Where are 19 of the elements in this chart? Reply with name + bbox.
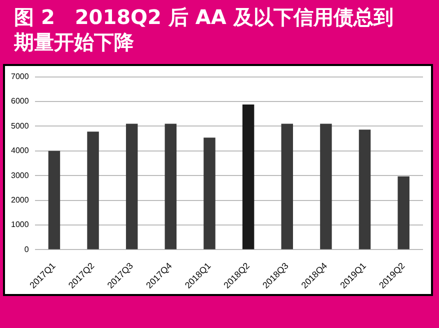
y-tick-label: 1000 <box>11 220 30 230</box>
y-tick-label: 5000 <box>11 121 30 130</box>
y-tick-label: 6000 <box>11 96 30 106</box>
y-tick-label: 0 <box>24 244 30 254</box>
bar <box>164 124 177 250</box>
bar <box>87 132 99 250</box>
bar <box>242 104 254 250</box>
bar <box>398 176 410 250</box>
bar <box>126 124 138 250</box>
bar <box>358 130 371 250</box>
bar <box>281 124 293 250</box>
chart-title: 图 2 2018Q2 后 AA 及以下信用债总到期量开始下降 <box>13 4 394 55</box>
y-tick-label: 3000 <box>11 170 30 180</box>
bar <box>48 150 60 250</box>
bar <box>204 138 216 250</box>
y-tick-label: 4000 <box>11 146 30 156</box>
y-tick-label: 2000 <box>11 196 30 205</box>
bar <box>320 124 332 250</box>
y-tick-label: 7000 <box>11 72 30 82</box>
